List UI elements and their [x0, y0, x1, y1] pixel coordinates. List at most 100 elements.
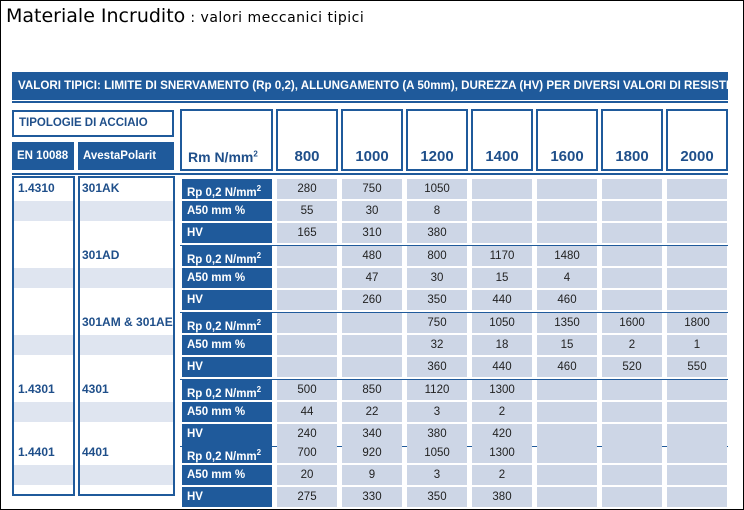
value-cell: 3 [407, 402, 467, 422]
value-cell: 44 [277, 402, 337, 422]
value-cell [602, 465, 662, 485]
group-separator [180, 379, 728, 380]
value-cell: 520 [602, 357, 662, 377]
value-cell: 1050 [407, 179, 467, 199]
value-cell: 1300 [472, 380, 532, 400]
avesta-code: 301AK [82, 181, 120, 195]
value-cell: 850 [342, 380, 402, 400]
avesta-code: 301AM & 301AE [82, 315, 173, 329]
value-cell: 750 [407, 313, 467, 333]
value-cell: 22 [342, 402, 402, 422]
value-cell: 280 [277, 179, 337, 199]
value-cell: 380 [472, 487, 532, 507]
value-cell: 15 [472, 268, 532, 288]
row-stripe [80, 201, 173, 221]
param-label-rp: Rp 0,2 N/mm2 [182, 313, 272, 333]
value-cell: 3 [407, 465, 467, 485]
value-cell: 460 [537, 357, 597, 377]
value-cell [602, 201, 662, 221]
value-cell [537, 179, 597, 199]
value-cell [277, 313, 337, 333]
value-cell: 165 [277, 223, 337, 243]
strength-header-value: 1200 [420, 148, 454, 165]
strength-header-box: 1600 [536, 109, 598, 171]
value-cell [602, 290, 662, 310]
value-cell: 700 [277, 443, 337, 463]
value-cell [537, 487, 597, 507]
value-cell [537, 424, 597, 444]
value-cell: 55 [277, 201, 337, 221]
param-label-rp: Rp 0,2 N/mm2 [182, 443, 272, 463]
value-cell: 330 [342, 487, 402, 507]
value-cell [602, 223, 662, 243]
avesta-header: AvestaPolarit [78, 142, 174, 170]
value-cell: 1 [667, 335, 727, 355]
value-cell: 2 [472, 402, 532, 422]
value-cell [537, 443, 597, 463]
title-main: Materiale Incrudito [6, 5, 186, 27]
value-cell [667, 290, 727, 310]
value-cell: 1350 [537, 313, 597, 333]
value-cell: 30 [342, 201, 402, 221]
strength-header-value: 1400 [485, 148, 519, 165]
value-cell [602, 380, 662, 400]
value-cell [602, 402, 662, 422]
row-stripe [14, 201, 73, 221]
value-cell [342, 335, 402, 355]
row-stripe [14, 268, 73, 288]
row-stripe [80, 268, 173, 288]
value-cell: 310 [342, 223, 402, 243]
value-cell [667, 424, 727, 444]
value-cell [667, 179, 727, 199]
value-cell: 2 [602, 335, 662, 355]
rm-header-box: Rm N/mm2 [180, 109, 273, 171]
value-cell [602, 443, 662, 463]
param-label-a50: A50 mm % [182, 335, 272, 355]
value-cell: 460 [537, 290, 597, 310]
value-cell: 920 [342, 443, 402, 463]
value-cell: 260 [342, 290, 402, 310]
value-cell [472, 201, 532, 221]
value-cell: 18 [472, 335, 532, 355]
value-cell [602, 268, 662, 288]
value-cell [342, 357, 402, 377]
en-code: 1.4401 [18, 445, 55, 459]
param-label-a50: A50 mm % [182, 201, 272, 221]
avesta-code: 4301 [82, 382, 109, 396]
strength-header-box: 1800 [601, 109, 663, 171]
param-label-hv: HV [182, 223, 272, 243]
value-cell [667, 223, 727, 243]
param-label-a50: A50 mm % [182, 268, 272, 288]
value-cell [342, 313, 402, 333]
value-cell [667, 443, 727, 463]
strength-header-box: 1200 [406, 109, 468, 171]
value-cell [277, 357, 337, 377]
param-label-rp: Rp 0,2 N/mm2 [182, 380, 272, 400]
value-cell: 9 [342, 465, 402, 485]
value-cell: 32 [407, 335, 467, 355]
value-cell [277, 268, 337, 288]
value-cell [537, 201, 597, 221]
value-cell: 360 [407, 357, 467, 377]
row-stripe [80, 335, 173, 355]
page-title: Materiale Incrudito : valori meccanici t… [6, 5, 364, 27]
value-cell: 440 [472, 290, 532, 310]
row-stripe [14, 402, 73, 422]
value-cell: 47 [342, 268, 402, 288]
value-cell: 380 [407, 223, 467, 243]
value-cell: 500 [277, 380, 337, 400]
table-banner: VALORI TIPICI: LIMITE DI SNERVAMENTO (Rp… [12, 72, 728, 100]
value-cell: 1480 [537, 246, 597, 266]
avesta-code: 4401 [82, 445, 109, 459]
row-stripe [14, 335, 73, 355]
strength-header-box: 1000 [341, 109, 403, 171]
strength-header-box: 1400 [471, 109, 533, 171]
value-cell: 750 [342, 179, 402, 199]
value-cell: 8 [407, 201, 467, 221]
value-cell: 1300 [472, 443, 532, 463]
rm-header-label: Rm N/mm2 [188, 149, 258, 165]
value-cell: 1120 [407, 380, 467, 400]
value-cell [472, 223, 532, 243]
en-code: 1.4310 [18, 181, 55, 195]
group-separator [180, 245, 728, 246]
